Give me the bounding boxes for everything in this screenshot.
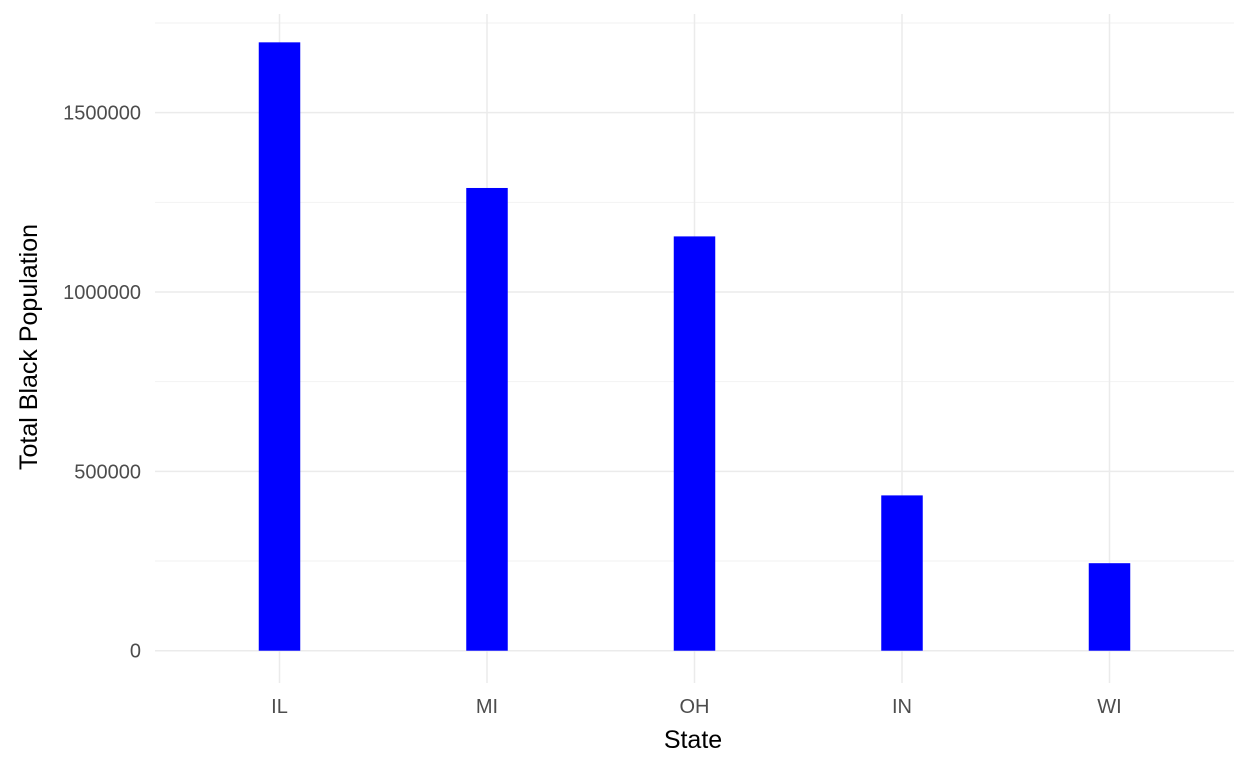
- x-tick-label: OH: [680, 696, 710, 718]
- y-tick-label: 0: [130, 641, 141, 663]
- bar-wi: [1088, 563, 1131, 651]
- y-tick-label: 1500000: [63, 103, 141, 125]
- y-axis-ticks: 0 500000 1000000 1500000: [63, 103, 141, 663]
- bar-in: [881, 495, 923, 651]
- x-tick-label: MI: [476, 696, 498, 718]
- bar-oh: [673, 236, 716, 651]
- x-axis-title: State: [664, 726, 722, 754]
- x-tick-label: IL: [271, 696, 288, 718]
- y-tick-label: 500000: [74, 461, 141, 483]
- y-axis-title: Total Black Population: [15, 224, 43, 470]
- bars: [258, 42, 1131, 651]
- x-axis-ticks: IL MI OH IN WI: [271, 696, 1122, 718]
- bar-il: [258, 42, 301, 651]
- x-tick-label: WI: [1097, 696, 1121, 718]
- y-tick-label: 1000000: [63, 282, 141, 304]
- bar-mi: [466, 187, 508, 651]
- x-tick-label: IN: [892, 696, 912, 718]
